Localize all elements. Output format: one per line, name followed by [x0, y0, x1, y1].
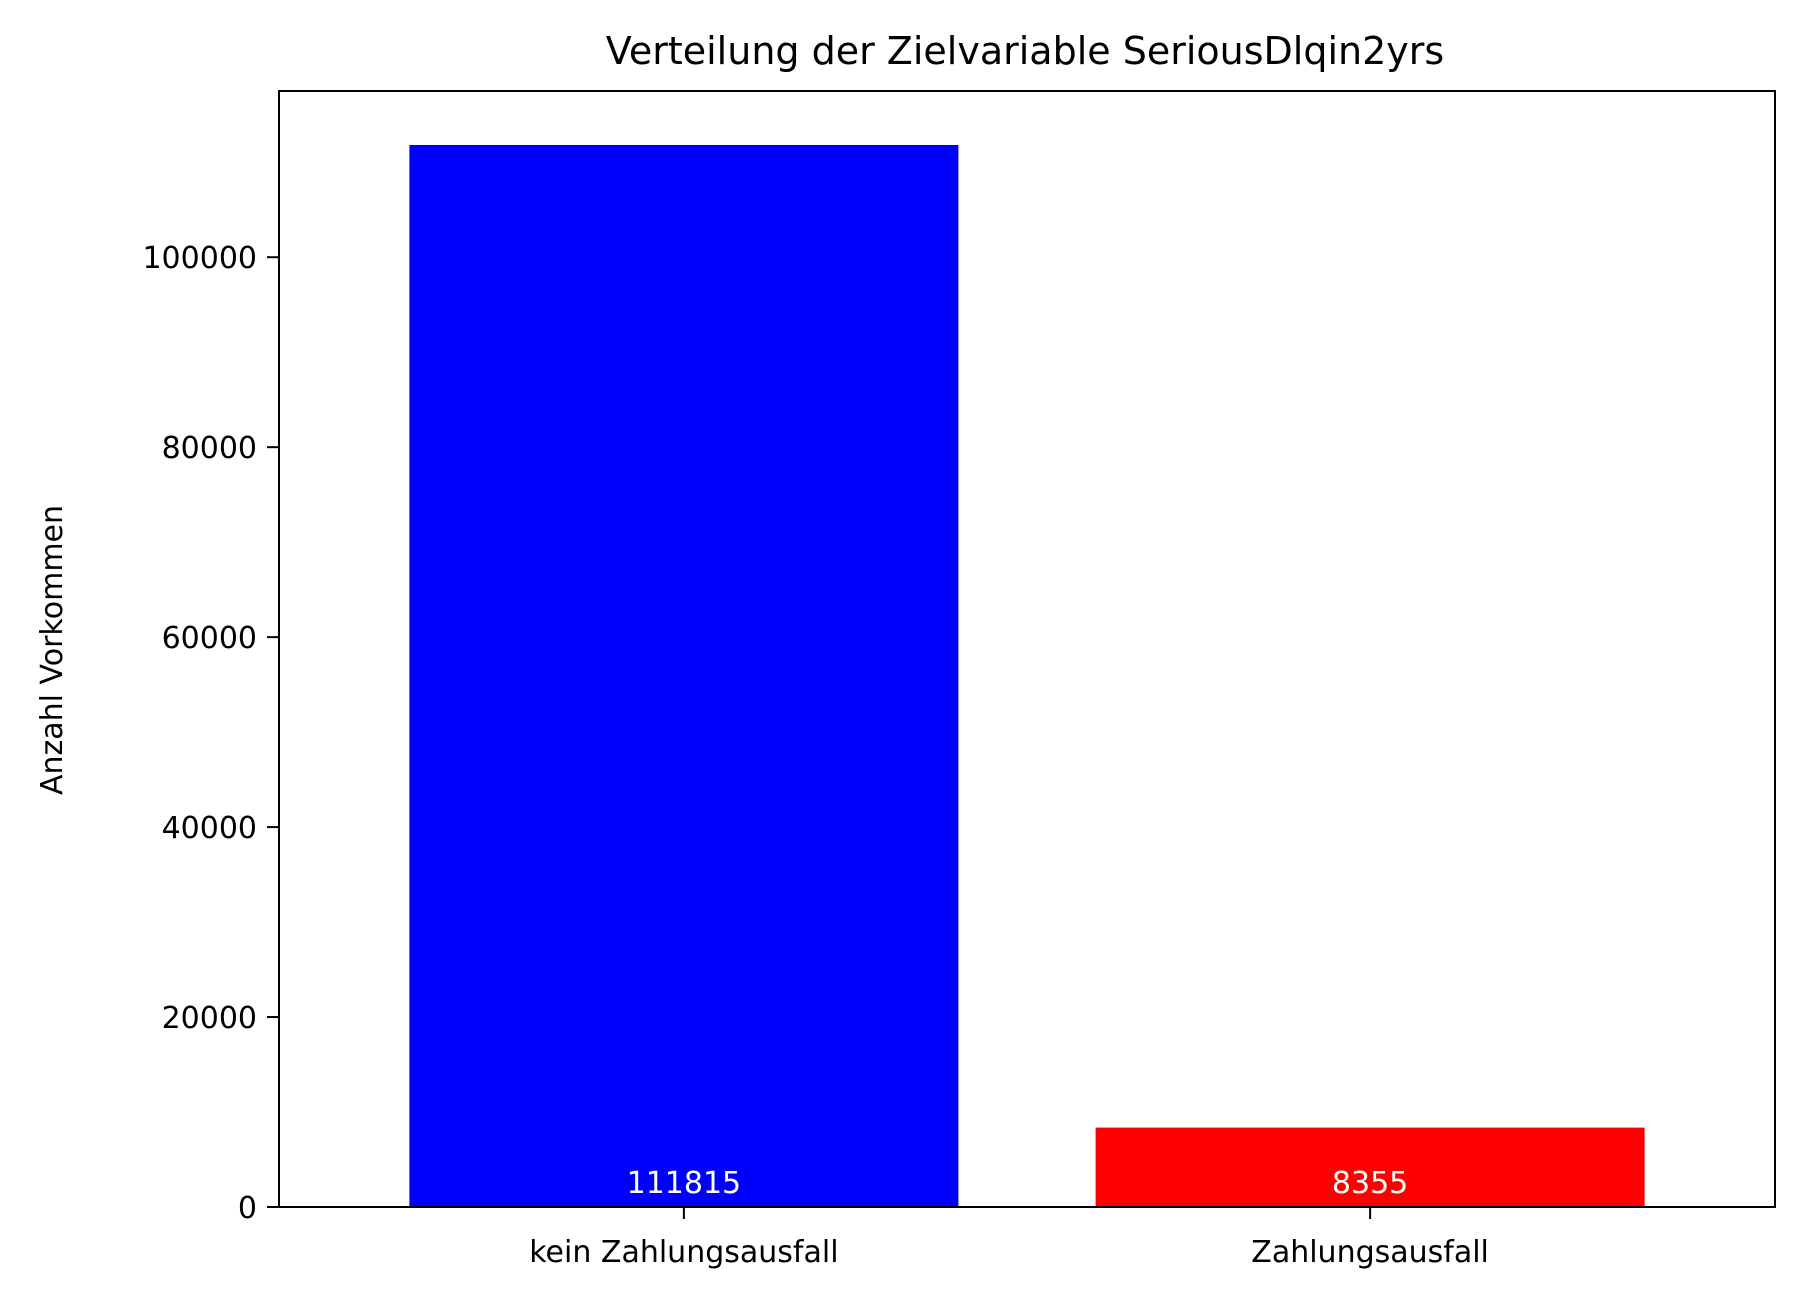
chart-title: Verteilung der Zielvariable SeriousDlqin…	[606, 29, 1444, 73]
bar-value-label: 8355	[1332, 1166, 1408, 1201]
y-tick-label: 20000	[162, 1001, 257, 1036]
y-tick-label: 100000	[142, 241, 257, 276]
plot-frame	[278, 90, 1776, 1208]
bar-1	[1095, 1127, 1645, 1207]
bar-value-label: 111815	[627, 1166, 742, 1201]
y-tick-label: 40000	[162, 811, 257, 846]
x-tick-label: kein Zahlungsausfall	[529, 1235, 838, 1270]
x-tick-label: Zahlungsausfall	[1251, 1235, 1489, 1270]
plot-area: 111815 kein Zahlungsausfall 8355 Zahlungsau…	[142, 90, 1776, 1270]
y-tick-label: 60000	[162, 621, 257, 656]
y-tick-label: 0	[238, 1191, 257, 1226]
bar-0	[409, 145, 959, 1207]
y-tick-label: 80000	[162, 431, 257, 466]
y-axis-label: Anzahl Vorkommen	[35, 505, 70, 795]
